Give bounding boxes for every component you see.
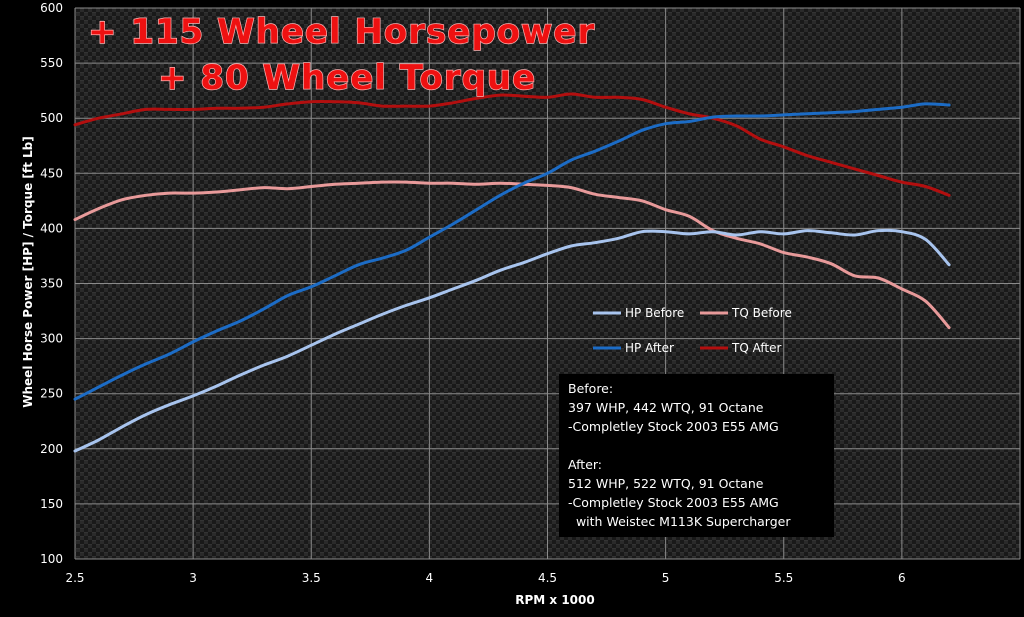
tq-before-line [73, 180, 951, 330]
spec-info-box: Before: 397 WHP, 442 WTQ, 91 Octane -Com… [559, 374, 834, 537]
before-specs: 397 WHP, 442 WTQ, 91 Octane [568, 400, 764, 415]
spacer [568, 436, 825, 455]
y-tick-label: 500 [40, 111, 63, 125]
legend: HP Before TQ Before HP After TQ After [593, 306, 792, 355]
y-tick-label: 450 [40, 166, 63, 180]
x-tick-label: 5 [662, 571, 670, 585]
x-tick-label: 2.5 [65, 571, 84, 585]
banner-tq-gain: + 80 Wheel Torque [158, 58, 536, 98]
y-tick-label: 600 [40, 1, 63, 15]
legend-label-hp-before: HP Before [625, 306, 684, 320]
after-specs: 512 WHP, 522 WTQ, 91 Octane [568, 476, 764, 491]
y-tick-label: 400 [40, 221, 63, 235]
x-tick-label: 3.5 [302, 571, 321, 585]
hp-before-line [73, 228, 951, 453]
x-tick-label: 6 [898, 571, 906, 585]
x-tick-label: 5.5 [774, 571, 793, 585]
y-axis-title: Wheel Horse Power [HP] / Torque [ft Lb] [21, 136, 35, 407]
x-axis-ticks: 2.5 3 3.5 4 4.5 5 5.5 6 [65, 571, 905, 585]
tq-after-line [73, 92, 951, 197]
y-tick-label: 300 [40, 332, 63, 346]
y-tick-label: 250 [40, 387, 63, 401]
x-tick-label: 4.5 [538, 571, 557, 585]
y-tick-label: 150 [40, 497, 63, 511]
y-tick-label: 350 [40, 277, 63, 291]
legend-label-tq-before: TQ Before [731, 306, 792, 320]
y-axis-ticks: 100 150 200 250 300 350 400 450 500 550 600 [40, 1, 63, 566]
y-tick-label: 200 [40, 442, 63, 456]
x-tick-label: 4 [426, 571, 434, 585]
after-mod: with Weistec M113K Supercharger [568, 514, 791, 529]
before-vehicle: -Completley Stock 2003 E55 AMG [568, 419, 779, 434]
before-heading: Before: [568, 381, 614, 396]
x-tick-label: 3 [189, 571, 197, 585]
banner-hp-gain: + 115 Wheel Horsepower [88, 12, 595, 52]
x-axis-title: RPM x 1000 [515, 593, 594, 607]
after-heading: After: [568, 457, 603, 472]
after-vehicle: -Completley Stock 2003 E55 AMG [568, 495, 779, 510]
legend-label-hp-after: HP After [625, 341, 674, 355]
gridlines [74, 7, 1021, 560]
hp-after-line [73, 102, 951, 401]
legend-label-tq-after: TQ After [731, 341, 781, 355]
y-tick-label: 100 [40, 552, 63, 566]
y-tick-label: 550 [40, 56, 63, 70]
series-layer [73, 92, 951, 453]
